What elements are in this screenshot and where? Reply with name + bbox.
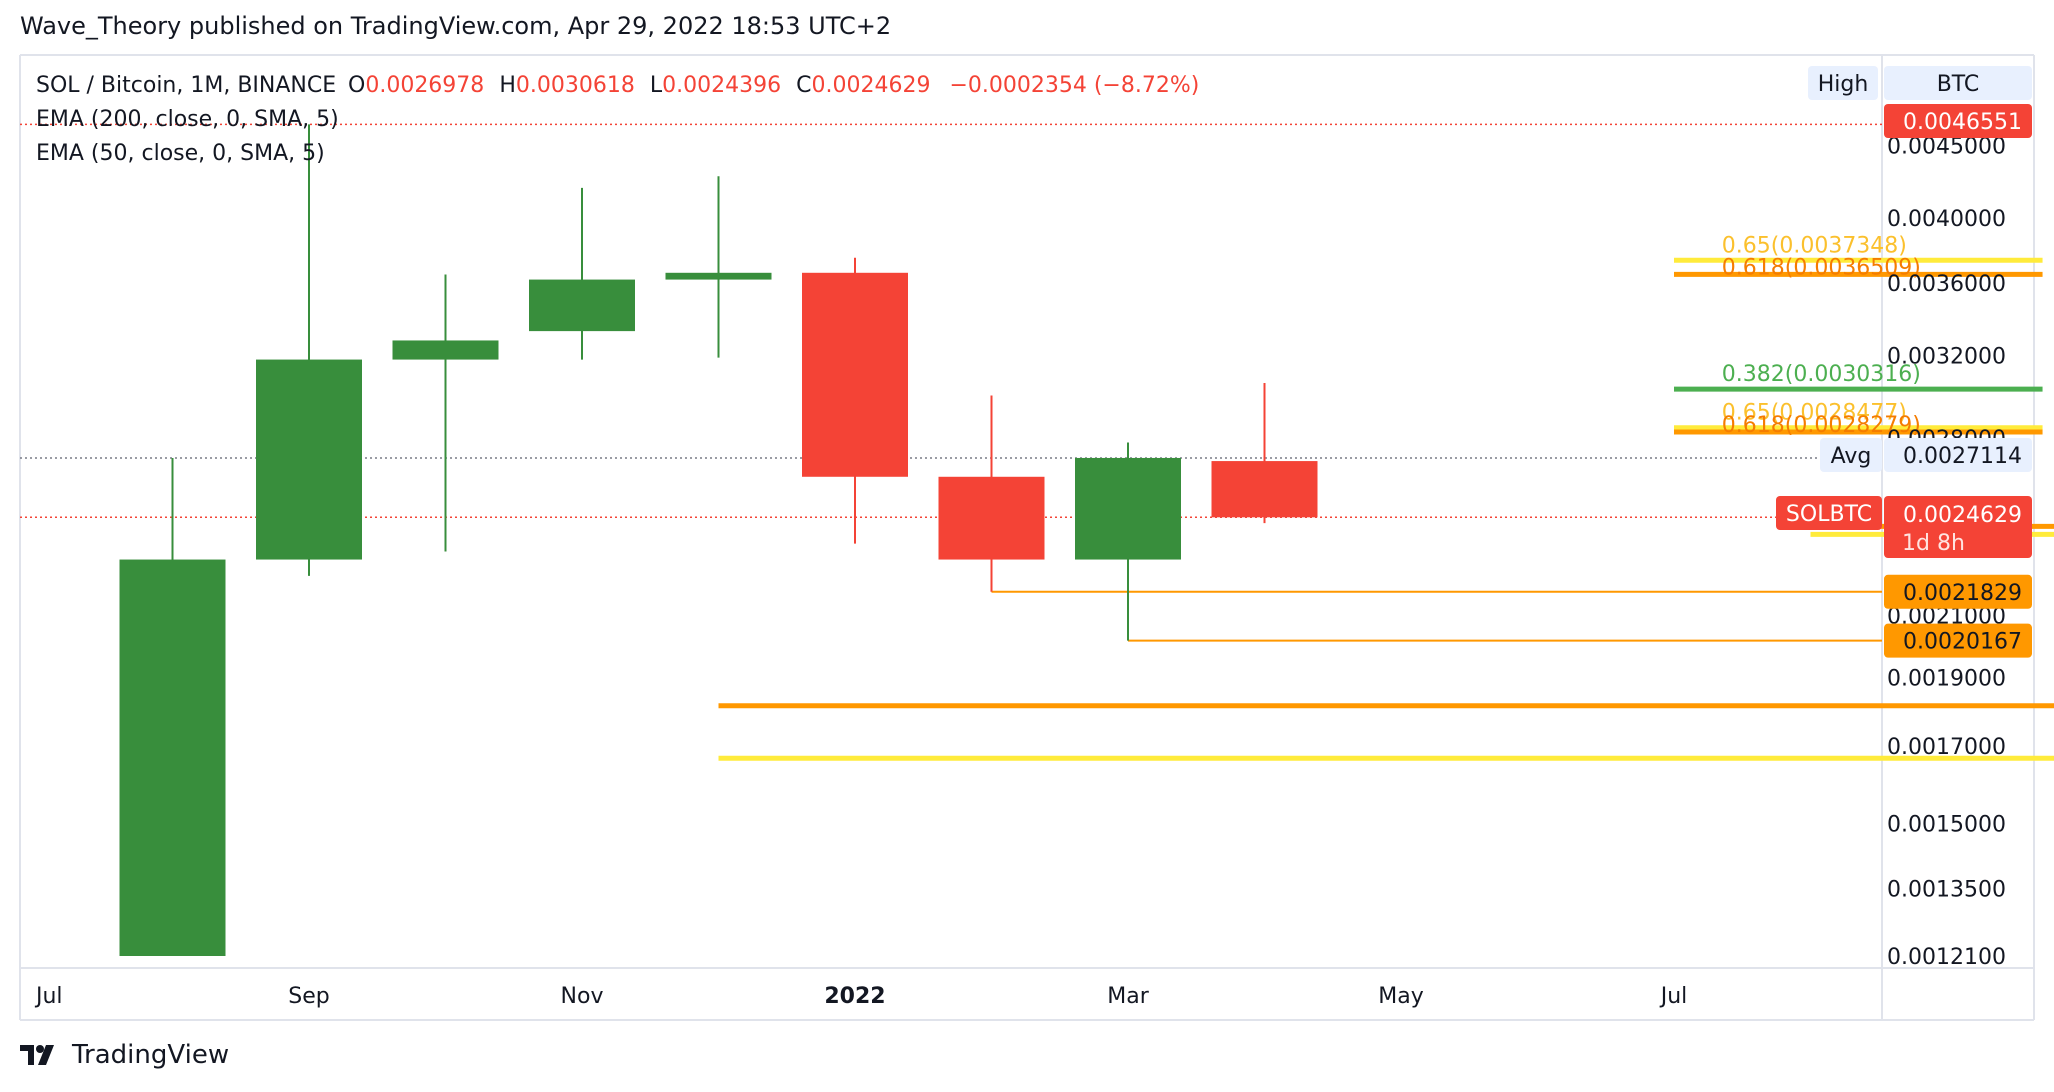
legend-h-value: 0.0030618: [516, 73, 635, 98]
legend-ema50: EMA (50, close, 0, SMA, 5): [36, 141, 325, 166]
price-axis[interactable]: 0.0012100 0.0013500 0.0015000 0.0017000 0.00…: [1887, 69, 2006, 970]
legend-l-label: L: [650, 73, 663, 98]
low2-price-tag: 0.0020167: [1884, 623, 2032, 658]
legend-o-label: O: [348, 73, 365, 98]
svg-text:0.0024629: 0.0024629: [1903, 503, 2022, 528]
x-tick-label: Mar: [1107, 984, 1149, 1009]
candle-body: [392, 340, 499, 360]
legend-change: −0.0002354 (−8.72%): [949, 73, 1199, 98]
y-tick-label: 0.0012100: [1887, 945, 2006, 970]
svg-text:0.0027114: 0.0027114: [1903, 444, 2022, 469]
candle-body: [529, 279, 635, 332]
tradingview-logo-icon: [20, 1045, 54, 1065]
candles: [119, 124, 1318, 956]
y-tick-label: 0.0040000: [1887, 207, 2006, 232]
legend-ema200: EMA (200, close, 0, SMA, 5): [36, 107, 339, 132]
countdown-label: 1d 8h: [1902, 531, 1965, 556]
x-tick-label: Jul: [34, 984, 63, 1009]
x-tick-label: 2022: [824, 984, 885, 1009]
candle-body: [802, 272, 908, 477]
high-price-tag: 0.0046551: [1884, 104, 2032, 138]
low1-price-tag: 0.0021829: [1884, 574, 2032, 609]
last-price-tag: 0.0024629 1d 8h: [1884, 496, 2032, 558]
fib-level-label: 0.382(0.0030316): [1722, 362, 1921, 387]
y-tick-label: 0.0017000: [1887, 735, 2006, 760]
y-tick-label: 0.0036000: [1887, 272, 2006, 297]
svg-text:0.0021829: 0.0021829: [1903, 581, 2022, 606]
x-tick-label: Sep: [288, 984, 329, 1009]
y-tick-label: 0.0045000: [1887, 134, 2006, 159]
symbol-label: SOLBTC: [1776, 496, 1882, 530]
avg-price-tag: 0.0027114: [1884, 438, 2032, 472]
x-tick-label: May: [1378, 984, 1423, 1009]
candle-body: [665, 272, 772, 280]
candle-body: [1211, 461, 1318, 518]
legend-symbol: SOL / Bitcoin, 1M, BINANCE: [36, 73, 336, 98]
x-tick-label: Jul: [1659, 984, 1688, 1009]
fib-level-label: 0.618(0.0028279): [1722, 413, 1921, 438]
svg-text:0.0020167: 0.0020167: [1903, 630, 2022, 655]
legend-c-value: 0.0024629: [811, 73, 930, 98]
legend-ohlc: O0.0026978 H0.0030618 L0.0024396 C0.0024…: [348, 73, 1199, 98]
svg-text:0.0046551: 0.0046551: [1903, 110, 2022, 135]
tradingview-logo-text: TradingView: [72, 1040, 230, 1070]
y-tick-label: 0.0032000: [1887, 345, 2006, 370]
currency-label: BTC: [1884, 66, 2032, 100]
y-tick-label: 0.0013500: [1887, 877, 2006, 902]
legend-o-value: 0.0026978: [365, 73, 484, 98]
candle-body: [256, 359, 362, 560]
price-labels: High BTC 0.0046551 Avg 0.0027114 SOLBTC 0.0024…: [1776, 66, 2032, 658]
legend-l-value: 0.0024396: [662, 73, 781, 98]
y-tick-label: 0.0019000: [1887, 666, 2006, 691]
fib-level-label: 0.618(0.0036509): [1722, 255, 1921, 280]
svg-text:BTC: BTC: [1937, 72, 1980, 97]
svg-text:Avg: Avg: [1831, 444, 1872, 469]
tradingview-logo[interactable]: TradingView: [20, 1040, 229, 1070]
x-tick-label: Nov: [561, 984, 604, 1009]
legend-h-label: H: [499, 73, 516, 98]
svg-text:High: High: [1818, 72, 1869, 97]
time-axis[interactable]: Jul Sep Nov 2022 Mar May Jul: [34, 984, 1687, 1009]
published-line: Wave_Theory published on TradingView.com…: [20, 12, 892, 40]
y-tick-label: 0.0015000: [1887, 812, 2006, 837]
candle-body: [1075, 457, 1181, 560]
candle-body: [119, 559, 226, 956]
high-label: High: [1808, 66, 1878, 100]
legend-c-label: C: [796, 73, 811, 98]
legend: SOL / Bitcoin, 1M, BINANCE O0.0026978 H0…: [36, 73, 1199, 166]
fib-level-label: 0.65(0.0037348): [1722, 233, 1907, 258]
fib-level-label: 0.65(0.0028477): [1722, 401, 1907, 426]
candle-body: [938, 476, 1045, 560]
avg-label: Avg: [1820, 438, 1882, 472]
svg-text:SOLBTC: SOLBTC: [1786, 502, 1872, 527]
fibonacci-levels: 0.65(0.0037348)0.618(0.0036509) 0.382(0.0…: [718, 233, 2054, 761]
